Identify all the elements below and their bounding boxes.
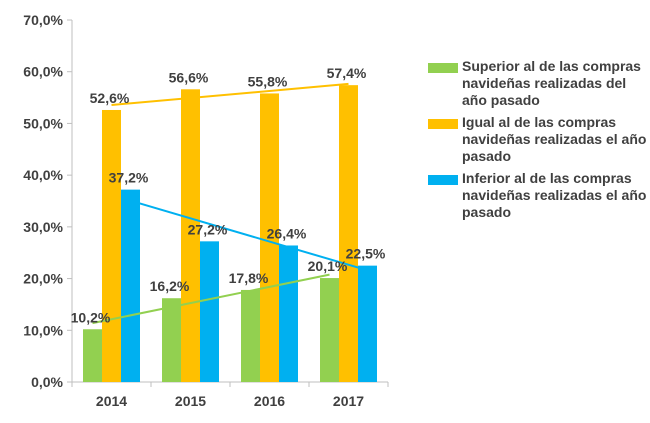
trendline (111, 82, 349, 107)
legend-item-superior: Superior al de las compras navideñas rea… (428, 58, 648, 109)
bar (260, 93, 279, 382)
bar (339, 85, 358, 382)
legend-swatch-igual (428, 119, 458, 129)
legend-label-superior: Superior al de las compras navideñas rea… (462, 58, 641, 108)
data-label: 17,8% (229, 270, 269, 286)
y-tick-label: 0,0% (31, 374, 63, 390)
x-tick-label: 2015 (175, 393, 206, 409)
data-label: 56,6% (169, 69, 209, 85)
y-tick-label: 30,0% (23, 219, 63, 235)
y-tick-label: 70,0% (23, 12, 63, 28)
x-tick-label: 2017 (333, 393, 364, 409)
data-label: 57,4% (327, 65, 367, 81)
data-labels: 10,2% 16,2% 17,8% 20,1% 52,6% 56,6% 55,8% 57,4%… (71, 65, 386, 325)
trendline (130, 199, 368, 272)
bar (200, 241, 219, 382)
bar (358, 265, 377, 382)
trendline (92, 273, 330, 325)
bar (181, 89, 200, 382)
axes: 0,0% 10,0% 20,0% 30,0% 40,0% 50,0% 60,0% 70,0% 2… (23, 12, 389, 409)
bar (102, 109, 121, 383)
x-tick-label: 2014 (96, 393, 127, 409)
y-tick-label: 60,0% (23, 64, 63, 80)
y-tick-label: 10,0% (23, 322, 63, 338)
data-label: 26,4% (267, 225, 307, 241)
legend-label-inferior: Inferior al de las compras navideñas rea… (462, 170, 647, 220)
y-tick-label: 40,0% (23, 167, 63, 183)
data-label: 20,1% (308, 258, 348, 274)
legend-swatch-superior (428, 63, 458, 73)
x-tick-label: 2016 (254, 393, 285, 409)
bars (83, 85, 377, 383)
bar (83, 329, 102, 382)
bar (241, 289, 260, 382)
data-label: 27,2% (188, 221, 228, 237)
data-label: 55,8% (248, 73, 288, 89)
trendlines (92, 82, 368, 325)
data-label: 10,2% (71, 309, 111, 325)
data-label: 16,2% (150, 278, 190, 294)
legend-item-inferior: Inferior al de las compras navideñas rea… (428, 170, 648, 221)
legend-label-igual: Igual al de las compras navideñas realiz… (462, 114, 647, 164)
legend: Superior al de las compras navideñas rea… (428, 58, 648, 226)
legend-item-igual: Igual al de las compras navideñas realiz… (428, 114, 648, 165)
bar (121, 189, 140, 382)
data-label: 37,2% (109, 170, 149, 186)
bar (320, 278, 339, 382)
legend-swatch-inferior (428, 175, 458, 185)
bar (279, 245, 298, 382)
data-label: 22,5% (346, 246, 386, 262)
bar (162, 298, 181, 382)
y-tick-label: 50,0% (23, 115, 63, 131)
data-label: 52,6% (90, 90, 130, 106)
y-tick-label: 20,0% (23, 271, 63, 287)
